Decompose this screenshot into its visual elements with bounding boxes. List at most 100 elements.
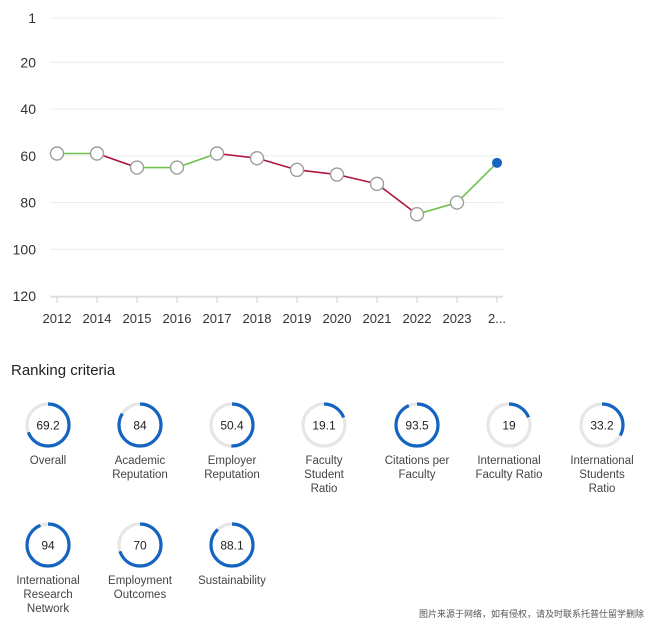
score-value: 69.2	[36, 419, 60, 433]
score-value: 84	[133, 419, 147, 433]
score-ring: 50.4	[209, 402, 255, 448]
data-point	[249, 150, 265, 166]
criterion-item: 93.5 Citations per Faculty	[371, 400, 463, 482]
criterion-label-line: Reputation	[204, 469, 260, 481]
score-value: 94	[41, 539, 55, 553]
x-tick-label: 2020	[323, 311, 352, 326]
criterion-label: Faculty Student Ratio	[278, 454, 370, 496]
criterion-item: 19.1 Faculty Student Ratio	[278, 400, 370, 496]
score-value: 19	[502, 419, 516, 433]
x-tick-label: 2016	[163, 311, 192, 326]
y-tick-label: 120	[13, 288, 37, 304]
x-tick-label: 2023	[443, 311, 472, 326]
data-point	[369, 176, 385, 192]
criterion-label: International Research Network	[2, 574, 94, 616]
series-segment	[456, 162, 498, 204]
criterion-label-line: Faculty	[398, 469, 436, 481]
x-tick-label: 2015	[123, 311, 152, 326]
x-tick-label: 2017	[203, 311, 232, 326]
watermark-text: 图片来源于网络，如有侵权，请及时联系托普仕留学删除	[418, 609, 644, 619]
score-ring-fill	[209, 522, 255, 568]
criterion-item: 19 International Faculty Ratio	[463, 400, 555, 482]
y-tick-label: 40	[20, 101, 36, 117]
x-tick-label: 2018	[243, 311, 272, 326]
x-tick-label: 2012	[43, 311, 72, 326]
criterion-item: 69.2 Overall	[2, 400, 94, 468]
score-value: 19.1	[312, 419, 336, 433]
criterion-label: Sustainability	[186, 574, 278, 588]
y-tick-label: 20	[20, 54, 36, 70]
y-tick-label: 100	[13, 241, 37, 257]
criterion-label-line: Employment	[108, 575, 172, 587]
score-ring: 70	[117, 522, 163, 568]
data-point	[409, 207, 425, 222]
criterion-item: 70 Employment Outcomes	[94, 520, 186, 602]
criterion-label-line: Overall	[29, 455, 67, 467]
x-tick-label: 2014	[83, 311, 112, 326]
x-tick-label: 2...	[488, 311, 506, 326]
criterion-label-line: Faculty	[305, 455, 343, 467]
criterion-item: 33.2 International Students Ratio	[556, 400, 646, 496]
criterion-label-line: International	[570, 455, 634, 467]
series-segment	[376, 183, 418, 215]
score-ring-fill	[209, 402, 255, 448]
data-point	[289, 162, 305, 178]
criterion-item: 84 Academic Reputation	[94, 400, 186, 482]
score-ring: 93.5	[394, 402, 440, 448]
criterion-label-line: Student	[304, 469, 344, 481]
data-point	[129, 160, 145, 175]
score-ring-fill	[25, 402, 71, 448]
criterion-label: International Faculty Ratio	[463, 454, 555, 482]
criterion-item: 88.1 Sustainability	[186, 520, 278, 588]
criterion-label-line: Sustainability	[198, 575, 266, 587]
x-tick-label: 2022	[403, 311, 432, 326]
data-point	[449, 195, 465, 210]
score-ring-fill	[394, 402, 440, 448]
criterion-label-line: Citations per	[384, 455, 450, 467]
score-ring: 94	[25, 522, 71, 568]
criterion-label: Employer Reputation	[186, 454, 278, 482]
score-ring: 84	[117, 402, 163, 448]
criterion-label-line: Research	[23, 589, 73, 601]
criterion-label-line: Faculty Ratio	[475, 469, 543, 481]
data-point	[89, 146, 105, 161]
score-ring: 33.2	[579, 402, 625, 448]
section-title: Ranking criteria	[11, 362, 116, 379]
score-value: 33.2	[590, 419, 614, 433]
criterion-label: Employment Outcomes	[94, 574, 186, 602]
criterion-label-line: Students	[579, 469, 625, 481]
score-ring-fill	[117, 402, 163, 448]
score-ring-fill	[579, 402, 625, 448]
data-point	[49, 146, 65, 161]
score-ring-fill	[117, 522, 163, 568]
y-tick-label: 60	[20, 148, 36, 164]
criterion-label: Citations per Faculty	[371, 454, 463, 482]
score-ring: 88.1	[209, 522, 255, 568]
score-value: 50.4	[220, 419, 244, 433]
score-ring-fill	[25, 522, 71, 568]
score-ring-fill	[301, 402, 347, 448]
data-point-current	[492, 157, 502, 168]
score-ring: 19.1	[301, 402, 347, 448]
score-value: 70	[133, 539, 147, 553]
criterion-label: Overall	[2, 454, 94, 468]
score-ring-fill	[486, 402, 532, 448]
criterion-label-line: Reputation	[112, 469, 168, 481]
data-point	[169, 160, 185, 175]
y-tick-label: 80	[20, 195, 36, 211]
criterion-item: 94 International Research Network	[2, 520, 94, 616]
score-ring: 69.2	[25, 402, 71, 448]
score-value: 93.5	[405, 419, 429, 433]
criterion-label-line: Ratio	[310, 483, 338, 495]
criterion-label-line: International	[16, 575, 80, 587]
criterion-label-line: Academic	[114, 455, 166, 467]
data-point	[209, 146, 225, 161]
y-tick-label: 1	[28, 10, 36, 26]
criterion-label-line: Ratio	[588, 483, 616, 495]
criterion-label-line: Employer	[207, 455, 257, 467]
criterion-label-line: Network	[26, 603, 70, 615]
x-tick-label: 2019	[283, 311, 312, 326]
criterion-label: Academic Reputation	[94, 454, 186, 482]
data-point	[329, 167, 345, 182]
